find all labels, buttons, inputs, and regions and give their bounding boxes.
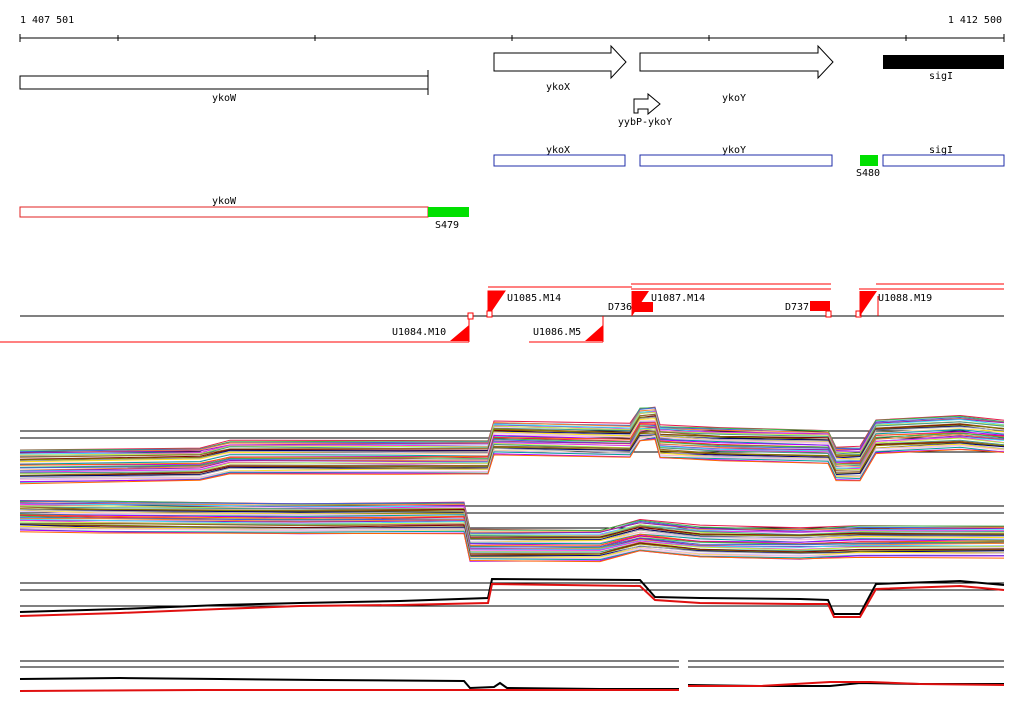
expression-curve [19,531,1005,563]
probe-U1084-label: U1084.M10 [392,327,446,338]
summary-reverse-black [19,676,679,690]
probe-U1085-label: U1085.M14 [507,293,561,304]
gene-ykoW-label: ykoW [212,93,237,104]
gene-ykoY-label: ykoY [722,93,746,104]
probe-U1087-label: U1087.M14 [651,293,705,304]
gene-ykoX-label: ykoX [546,82,570,93]
expression-curve [19,438,1005,485]
gene-track: ykoW ykoX ykoY sigI yybP-ykoY [19,44,1004,128]
transcript-ykoY-label: ykoY [722,145,746,156]
gene-ykoX-arrow[interactable] [493,44,627,80]
expression-curve [19,422,1005,466]
expression-track-forward [19,406,1005,485]
coordinate-axis: 1 407 501 1 412 500 [19,15,1005,42]
transcript-ykoW-label: ykoW [212,196,237,207]
gene-sigI[interactable] [883,55,1004,69]
transcript-track: ykoX ykoY S480 sigI ykoW S479 [19,145,1005,231]
transcript-ykoX[interactable] [493,154,626,167]
probe-D736-label: D736 [608,302,632,313]
expression-curve [19,407,1005,453]
transcript-ykoW[interactable] [19,206,429,218]
summary-track-reverse [19,660,1005,692]
transcript-ykoY[interactable] [639,154,833,167]
expression-curve [19,518,1005,551]
probe-track: U1085.M14 D736 U1087.M14 D737 U1088.M19 … [0,283,1004,343]
summary-forward-black [19,577,1005,615]
expression-curve [19,437,1005,483]
expression-curve [19,411,1005,457]
expression-curve [19,411,1005,456]
probe-U1086-label: U1086.M5 [533,327,581,338]
probe-D737-label: D737 [785,302,809,313]
expression-curve [19,517,1005,548]
summary-reverse-red-2 [688,681,1005,687]
promoter-arrow[interactable] [633,92,661,116]
summary-track-forward [19,577,1005,618]
expression-curve [19,432,1005,477]
transcript-ykoX-label: ykoX [546,145,570,156]
expression-curve [19,508,1005,540]
forward-expression-curves [19,406,1005,485]
expression-curve [19,430,1005,476]
transcript-sigI-label: sigI [929,145,953,156]
expression-track-reverse [19,500,1005,563]
transcript-sigI[interactable] [882,154,1005,167]
probe-D737[interactable] [810,301,830,311]
expression-curve [19,529,1005,561]
summary-reverse-red [19,689,679,692]
gene-ykoW[interactable] [19,75,429,90]
expression-curve [19,416,1005,462]
segment-S479[interactable] [428,207,469,217]
end-coordinate: 1 412 500 [948,15,1002,26]
reverse-expression-curves [19,500,1005,563]
gene-ykoY-arrow[interactable] [639,44,834,80]
expression-curve [19,524,1005,557]
promoter-label: yybP-ykoY [618,117,672,128]
probe-D736[interactable] [632,302,653,312]
summary-forward-red [19,582,1005,618]
segment-S480-label: S480 [856,168,880,179]
probe-U1088-label: U1088.M19 [878,293,932,304]
expression-curve [19,428,1005,475]
start-coordinate: 1 407 501 [20,15,74,26]
segment-S479-label: S479 [435,220,459,231]
expression-curve [19,527,1005,560]
gene-sigI-label: sigI [929,71,953,82]
segment-S480[interactable] [860,155,878,166]
